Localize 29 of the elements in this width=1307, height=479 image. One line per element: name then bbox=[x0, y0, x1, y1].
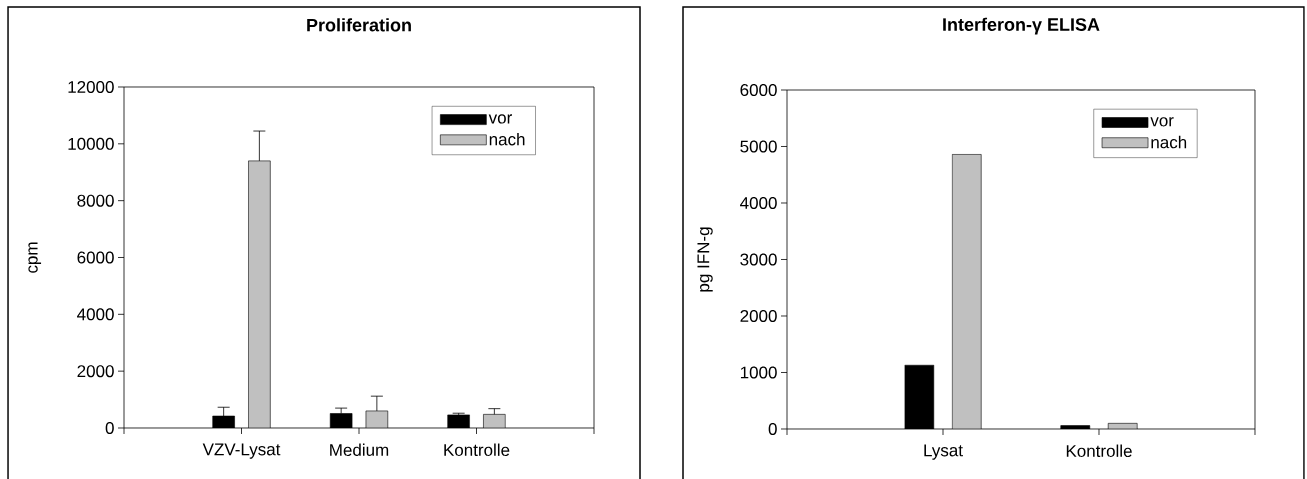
x-tick-label: VZV-Lysat bbox=[202, 443, 281, 459]
y-tick-label: 5000 bbox=[740, 140, 777, 153]
y-tick-label: 8000 bbox=[77, 194, 114, 207]
x-tick-label: Lysat bbox=[924, 444, 963, 460]
y-tick-label: 6000 bbox=[77, 251, 114, 264]
x-tick-label: Kontrolle bbox=[444, 443, 510, 457]
legend-label: vor bbox=[488, 114, 512, 124]
y-tick-label: 3000 bbox=[740, 253, 777, 266]
y-tick-label: 2000 bbox=[740, 309, 777, 323]
y-tick-label: 2000 bbox=[77, 365, 114, 378]
y-tick-label: 6000 bbox=[740, 83, 777, 97]
legend-label: nach bbox=[489, 132, 525, 146]
chart-title: Proliferation bbox=[307, 18, 411, 32]
y-tick-label: 0 bbox=[105, 421, 114, 435]
legend-label: nach bbox=[1151, 135, 1187, 149]
y-tick-label: 12000 bbox=[68, 80, 114, 94]
x-tick-label: Kontrolle bbox=[1066, 444, 1132, 458]
y-axis-title: cpm bbox=[28, 242, 42, 273]
y-axis-title: pg IFN-g bbox=[697, 227, 713, 292]
y-tick-label: 1000 bbox=[740, 366, 777, 379]
bar bbox=[248, 160, 271, 428]
bar bbox=[951, 154, 982, 429]
legend-label: vor bbox=[1150, 117, 1174, 127]
x-tick-label: Medium bbox=[330, 443, 389, 457]
y-tick-label: 10000 bbox=[68, 137, 114, 150]
y-tick-label: 4000 bbox=[740, 196, 777, 210]
chart-title: Interferon-γ ELISA bbox=[943, 17, 1100, 35]
y-tick-label: 4000 bbox=[77, 308, 114, 321]
y-tick-label: 0 bbox=[768, 422, 777, 436]
